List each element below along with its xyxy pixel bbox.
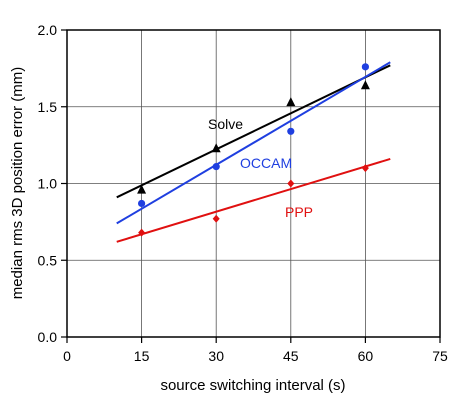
fit-line-solve (116, 64, 391, 199)
marker-ppp (361, 164, 369, 173)
marker-solve (286, 97, 296, 107)
marker-solve (360, 80, 370, 90)
series-label-ppp: PPP (285, 204, 313, 220)
marker-ppp (212, 214, 220, 223)
fit-lines (116, 61, 391, 243)
series-label-occam: OCCAM (240, 155, 292, 171)
marker-occam (287, 127, 295, 135)
y-tick-label: 1.5 (38, 99, 58, 115)
x-tick-label: 30 (208, 348, 224, 364)
x-tick-label: 75 (432, 348, 448, 364)
series-labels: Solve OCCAM PPP (208, 116, 313, 220)
x-tick-label: 0 (63, 348, 71, 364)
data-markers (137, 63, 370, 237)
marker-ppp (138, 228, 146, 237)
fit-line-ppp (116, 157, 391, 243)
marker-occam (138, 199, 146, 208)
x-axis-label: source switching interval (s) (160, 377, 345, 394)
y-tick-label: 1.0 (38, 176, 58, 192)
marker-occam (361, 63, 369, 71)
x-tick-label: 45 (283, 348, 299, 364)
y-tick-label: 0.5 (38, 252, 58, 268)
marker-solve (137, 184, 147, 194)
marker-ppp (287, 179, 295, 188)
x-tick-label: 15 (134, 348, 150, 364)
y-tick-labels: 0.0 0.5 1.0 1.5 2.0 (38, 22, 58, 345)
x-tick-label: 60 (358, 348, 374, 364)
marker-solve (211, 143, 221, 153)
series-label-solve: Solve (208, 116, 243, 132)
y-axis-label: median rms 3D position error (mm) (9, 67, 26, 300)
x-tick-labels: 0 15 30 45 60 75 (63, 348, 448, 364)
fit-line-occam (116, 61, 391, 225)
y-tick-label: 2.0 (38, 22, 58, 38)
ticks (61, 29, 441, 343)
y-tick-label: 0.0 (38, 329, 58, 345)
marker-occam (212, 163, 220, 171)
